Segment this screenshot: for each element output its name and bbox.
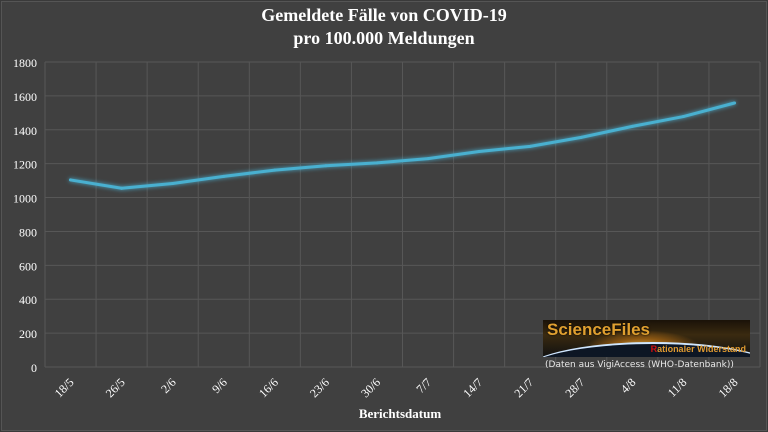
data-point xyxy=(579,135,583,139)
source-note: (Daten aus VigiAccess (WHO-Datenbank)) xyxy=(545,360,734,370)
x-tick-label: 11/8 xyxy=(665,375,690,400)
data-point xyxy=(528,144,532,148)
x-tick-label: 26/5 xyxy=(103,375,128,400)
logo-tagline: Rationaler Widerstand xyxy=(650,344,746,354)
data-point xyxy=(426,157,430,161)
x-axis-label: Berichtsdatum xyxy=(359,406,442,421)
y-tick-label: 800 xyxy=(19,225,37,239)
data-point xyxy=(120,186,124,190)
data-point xyxy=(324,164,328,168)
x-tick-label: 2/6 xyxy=(158,375,179,396)
chart-subtitle: pro 100.000 Meldungen xyxy=(293,28,475,48)
x-tick-label: 14/7 xyxy=(460,375,485,400)
x-tick-label: 21/7 xyxy=(511,375,536,400)
x-tick-label: 18/8 xyxy=(716,375,741,400)
y-tick-label: 1000 xyxy=(13,192,37,206)
data-point xyxy=(681,115,685,119)
x-tick-label: 23/6 xyxy=(307,375,332,400)
x-tick-label: 28/7 xyxy=(562,375,587,400)
data-point xyxy=(69,178,73,182)
data-point xyxy=(273,168,277,172)
chart-title-block: Gemeldete Fälle von COVID-19 pro 100.000… xyxy=(0,4,768,50)
x-tick-label: 16/6 xyxy=(256,375,281,400)
data-point xyxy=(732,101,736,105)
y-tick-label: 1400 xyxy=(13,124,37,138)
x-tick-label: 4/8 xyxy=(618,375,639,396)
data-point xyxy=(630,124,634,128)
data-point xyxy=(171,181,175,185)
y-tick-label: 1600 xyxy=(13,90,37,104)
x-tick-label: 30/6 xyxy=(358,375,383,400)
series-line xyxy=(69,101,736,190)
chart-title: Gemeldete Fälle von COVID-19 xyxy=(261,5,507,25)
logo-brand: ScienceFiles xyxy=(547,320,651,339)
y-tick-label: 1200 xyxy=(13,158,37,172)
y-tick-label: 200 xyxy=(19,327,37,341)
y-tick-label: 600 xyxy=(19,259,37,273)
data-point xyxy=(222,174,226,178)
sciencefiles-logo: ScienceFiles Rationaler Widerstand xyxy=(543,320,750,357)
y-tick-label: 1800 xyxy=(13,56,37,70)
y-tick-label: 400 xyxy=(19,293,37,307)
y-tick-label: 0 xyxy=(31,361,37,375)
x-tick-label: 7/7 xyxy=(413,375,434,396)
data-point xyxy=(375,161,379,165)
x-tick-label: 9/6 xyxy=(209,375,230,396)
data-point xyxy=(477,149,481,153)
x-tick-label: 18/5 xyxy=(52,375,77,400)
